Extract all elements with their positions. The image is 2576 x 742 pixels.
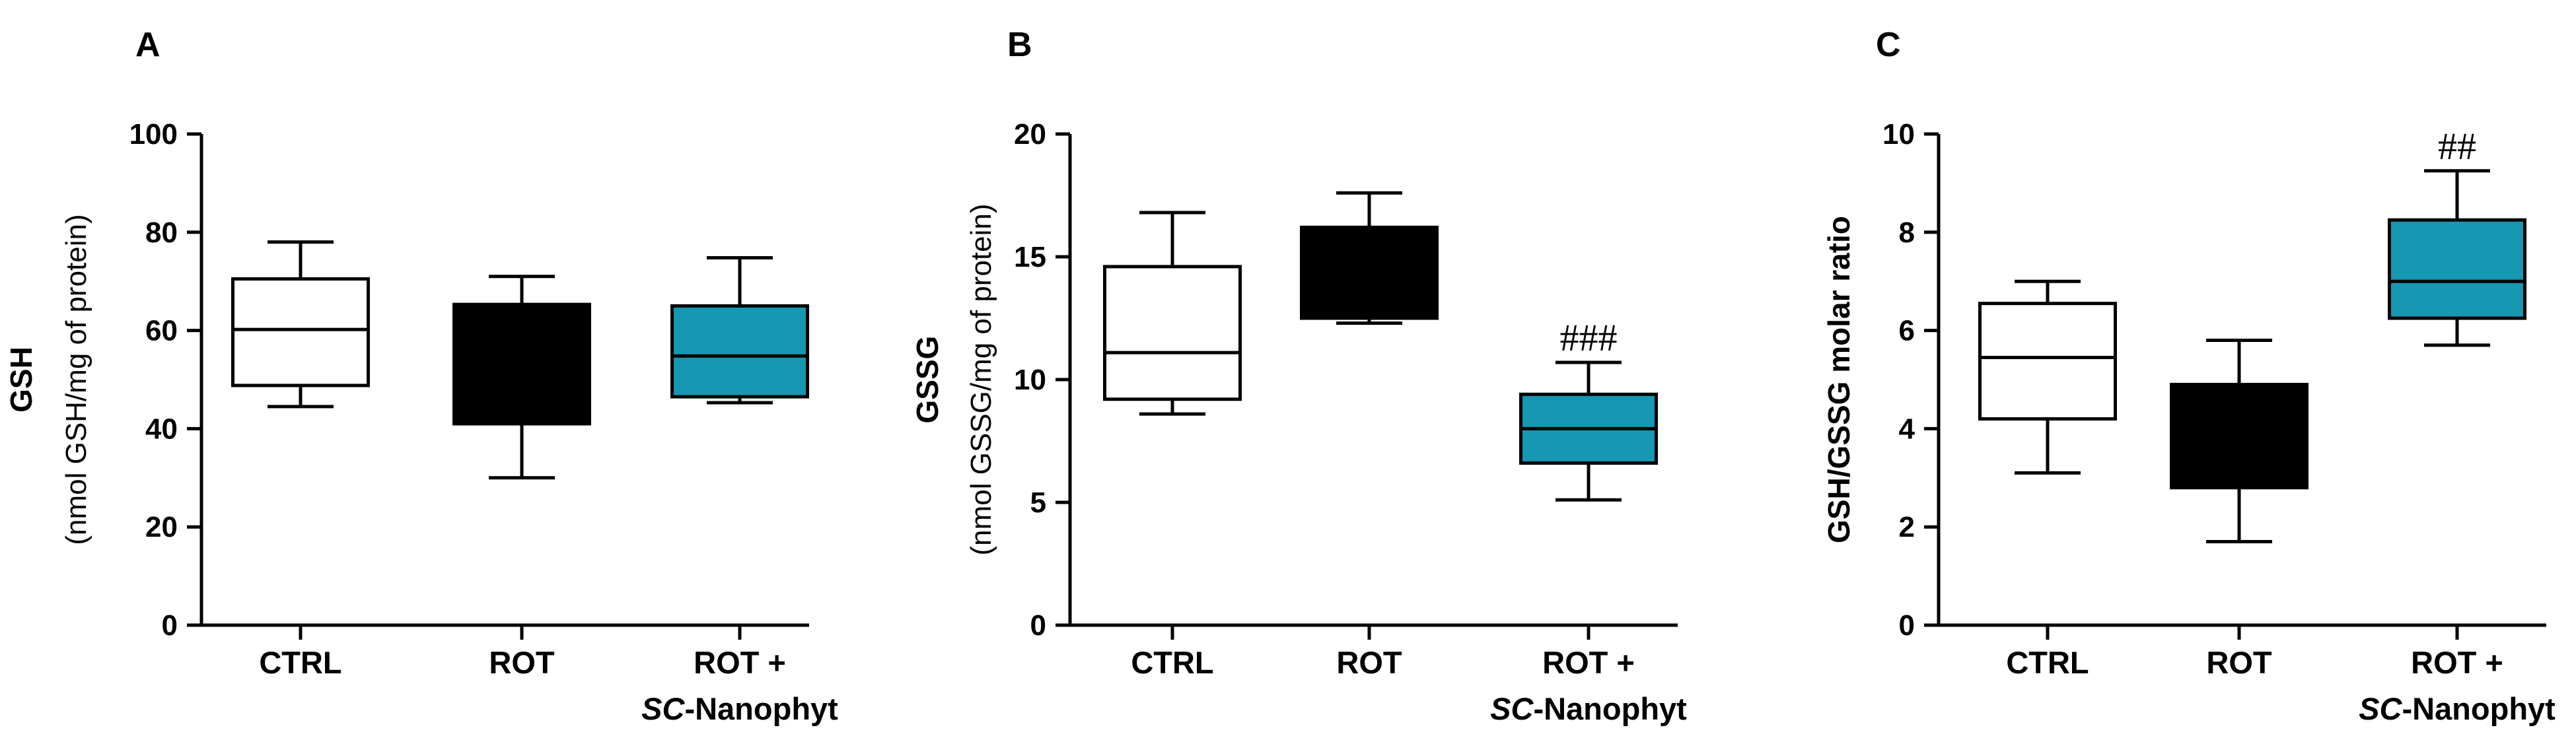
x-tick-label: ROT + [1542,645,1635,680]
x-tick-label: ROT + [2411,645,2503,680]
y-tick-label: 8 [1899,217,1915,249]
box-2 [2170,338,2308,544]
panel-letter: B [1007,26,1032,64]
iqr-box [2170,382,2308,490]
x-tick-label-rest: -Nanophyt [684,691,838,726]
panel-c: C 0 2 4 6 8 10 CTRL ROT ROT + SC-Nanophyt GSH/GSSG … [1822,26,2556,726]
box-3: ## [2388,125,2526,347]
iqr-box [452,302,591,426]
y-tick-label: 40 [145,413,178,445]
x-tick-label: CTRL [2006,645,2089,680]
box-1 [231,240,370,409]
y-tick-label: 20 [1014,118,1046,151]
box-1 [1978,279,2117,475]
y-tick-label: 0 [1899,609,1915,642]
iqr-box [1103,265,1242,401]
x-tick-label-italic: SC [1490,691,1534,726]
x-tick-label-rest: -Nanophyt [1533,691,1687,726]
y-tick-label: 15 [1014,241,1046,273]
y-axis-subtitle: (nmol GSSG/mg of protein) [965,203,997,555]
y-tick-label: 100 [129,118,178,151]
y-tick-label: 10 [1882,118,1915,151]
iqr-box [231,277,370,388]
y-axis-title: GSH/GSSG molar ratio [1822,216,1856,543]
y-tick-label: 4 [1899,413,1915,445]
y-tick-label: 20 [145,511,178,543]
x-tick-label: ROT [2206,645,2272,680]
panel-letter: C [1876,26,1901,64]
x-tick-label: CTRL [259,645,341,680]
y-tick-label: 6 [1899,315,1915,347]
x-tick-label: ROT [1336,645,1402,680]
y-tick-label: 10 [1014,364,1046,396]
panel-letter: A [135,26,161,64]
x-tick-label: ROT [489,645,555,680]
y-axis-title: GSH [4,347,38,413]
box-3: ### [1519,316,1658,502]
iqr-box [670,304,809,399]
y-tick-label: 0 [162,609,178,642]
y-tick-label: 0 [1030,609,1046,642]
panel-a: A 0 20 40 60 80 100 CTRL ROT ROT + SC-Nanophyt GSH (… [4,26,838,726]
iqr-box [1978,302,2117,421]
x-tick-label: ROT + [694,645,786,680]
box-2 [1300,191,1439,325]
significance-annotation: ## [2438,125,2476,168]
y-axis-subtitle: (nmol GSH/mg of protein) [60,214,92,545]
x-tick-label-italic: SC [2359,691,2402,726]
x-tick-label-line2: SC-Nanophyt [2359,691,2556,726]
box-3 [670,255,809,405]
iqr-box [1300,225,1439,320]
x-tick-label-line2: SC-Nanophyt [641,691,838,726]
x-tick-label: CTRL [1131,645,1213,680]
y-tick-label: 60 [145,315,178,347]
x-tick-label-rest: -Nanophyt [2402,691,2556,726]
y-tick-label: 80 [145,217,178,249]
significance-annotation: ### [1560,316,1618,359]
box-1 [1103,211,1242,416]
y-tick-label: 2 [1899,511,1915,543]
x-tick-label-italic: SC [641,691,685,726]
x-tick-label-line2: SC-Nanophyt [1490,691,1687,726]
y-tick-label: 5 [1030,487,1046,519]
y-axis-title: GSSG [910,336,945,424]
box-2 [452,275,591,480]
iqr-box [2388,218,2526,320]
